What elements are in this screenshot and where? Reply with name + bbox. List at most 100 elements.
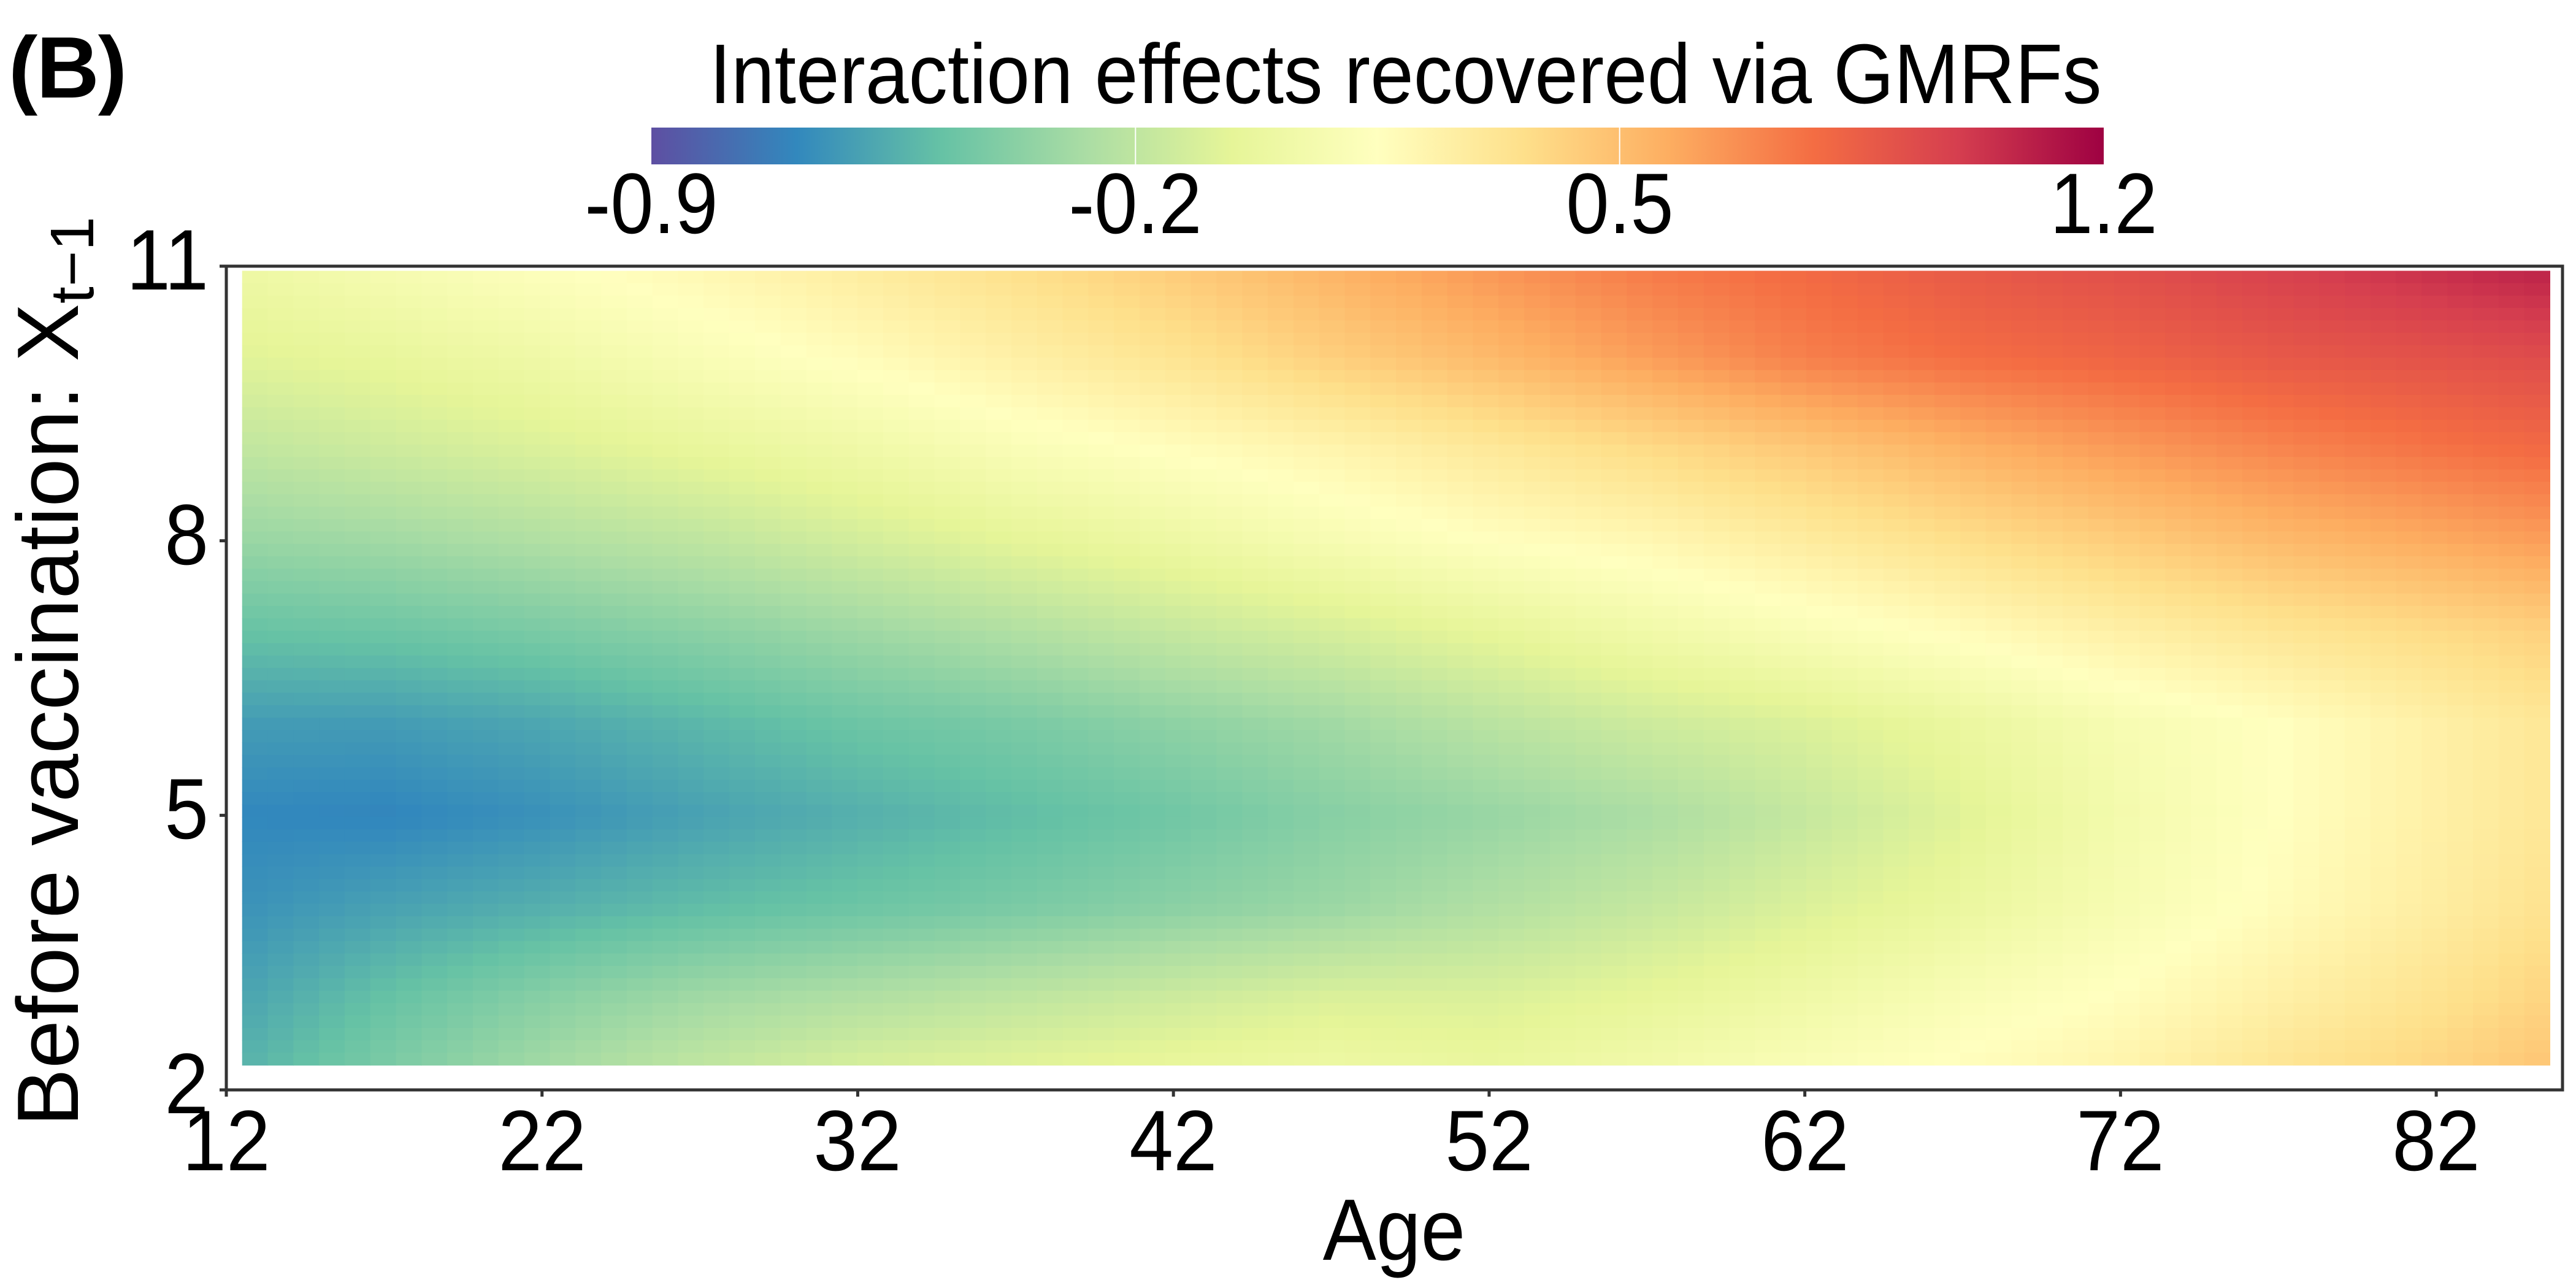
heatmap-cell [1370, 643, 1397, 656]
heatmap-cell [1396, 816, 1422, 830]
heatmap-cell [1652, 816, 1679, 830]
heatmap-cell [2267, 506, 2294, 519]
heatmap-cell [550, 655, 576, 669]
heatmap-cell [1216, 420, 1243, 433]
heatmap-cell [242, 270, 269, 284]
heatmap-cell [293, 270, 320, 284]
heatmap-cell [2370, 407, 2397, 420]
heatmap-cell [1549, 605, 1576, 619]
heatmap-cell [498, 569, 525, 582]
heatmap-cell [1421, 643, 1448, 656]
heatmap-cell [2524, 605, 2551, 619]
heatmap-cell [1934, 841, 1961, 855]
heatmap-cell [2242, 345, 2269, 358]
heatmap-cell [2344, 618, 2371, 631]
heatmap-cell [1421, 680, 1448, 694]
heatmap-cell [934, 270, 960, 284]
heatmap-cell [754, 270, 781, 284]
heatmap-cell [2088, 891, 2115, 905]
heatmap-cell [2447, 866, 2474, 880]
heatmap-cell [1729, 816, 1755, 830]
heatmap-cell [729, 569, 756, 582]
heatmap-cell [267, 519, 294, 532]
heatmap-cell [2344, 941, 2371, 954]
heatmap-cell [652, 270, 679, 284]
heatmap-cell [473, 332, 499, 346]
heatmap-cell [1985, 543, 2012, 557]
heatmap-cell [780, 308, 807, 321]
heatmap-cell [678, 481, 704, 495]
heatmap-cell [1549, 370, 1576, 383]
heatmap-cell [1677, 407, 1704, 420]
heatmap-cell [626, 754, 653, 768]
heatmap-cell [396, 668, 422, 681]
heatmap-cell [1421, 531, 1448, 545]
heatmap-cell [652, 283, 679, 296]
heatmap-cell [1421, 432, 1448, 445]
heatmap-cell [1652, 879, 1679, 892]
heatmap-cell [2421, 718, 2448, 730]
heatmap-cell [447, 668, 473, 681]
heatmap-cell [1703, 655, 1730, 669]
heatmap-cell [447, 841, 473, 855]
heatmap-cell [2447, 879, 2474, 892]
heatmap-cell [1755, 692, 1781, 706]
heatmap-cell [1037, 531, 1064, 545]
heatmap-cell [1319, 655, 1346, 669]
heatmap-cell [2293, 903, 2320, 917]
heatmap-cell [267, 916, 294, 929]
heatmap-cell [1447, 394, 1474, 408]
heatmap-cell [1037, 494, 1064, 507]
heatmap-cell [934, 643, 960, 656]
heatmap-cell [2063, 816, 2089, 830]
heatmap-cell [1677, 382, 1704, 396]
heatmap-cell [652, 358, 679, 370]
heatmap-cell [1652, 680, 1679, 694]
heatmap-cell [2421, 444, 2448, 458]
heatmap-cell [1037, 283, 1064, 296]
heatmap-cell [601, 705, 627, 718]
heatmap-cell [575, 916, 602, 929]
heatmap-cell [396, 543, 422, 557]
heatmap-cell [857, 270, 884, 284]
heatmap-cell [473, 866, 499, 880]
heatmap-cell [1140, 692, 1166, 706]
heatmap-cell [1344, 929, 1371, 941]
heatmap-cell [1242, 556, 1268, 569]
heatmap-cell [1114, 457, 1140, 470]
heatmap-cell [1268, 581, 1294, 594]
heatmap-cell [883, 581, 910, 594]
heatmap-cell [1755, 420, 1781, 433]
heatmap-cell [550, 680, 576, 694]
heatmap-cell [370, 481, 397, 495]
heatmap-cell [1370, 358, 1397, 370]
heatmap-cell [1319, 767, 1346, 780]
heatmap-cell [473, 854, 499, 867]
heatmap-cell [1268, 631, 1294, 644]
heatmap-cell [2088, 531, 2115, 545]
heatmap-cell [1575, 481, 1602, 495]
heatmap-cell [267, 668, 294, 681]
heatmap-cell [1344, 718, 1371, 730]
heatmap-cell [703, 519, 730, 532]
heatmap-cell [242, 879, 269, 892]
heatmap-cell [575, 370, 602, 383]
heatmap-cell [524, 494, 551, 507]
heatmap-cell [2293, 394, 2320, 408]
heatmap-cell [447, 543, 473, 557]
heatmap-cell [754, 370, 781, 383]
heatmap-cell [2216, 283, 2243, 296]
heatmap-cell [267, 705, 294, 718]
heatmap-cell [370, 631, 397, 644]
heatmap-cell [242, 841, 269, 855]
heatmap-cell [2216, 407, 2243, 420]
heatmap-cell [2216, 531, 2243, 545]
heatmap-cell [396, 308, 422, 321]
heatmap-cell [2216, 494, 2243, 507]
heatmap-cell [1831, 543, 1858, 557]
heatmap-cell [1062, 643, 1089, 656]
heatmap-cell [1190, 953, 1217, 967]
heatmap-cell [754, 879, 781, 892]
heatmap-cell [1037, 816, 1064, 830]
heatmap-cell [883, 916, 910, 929]
